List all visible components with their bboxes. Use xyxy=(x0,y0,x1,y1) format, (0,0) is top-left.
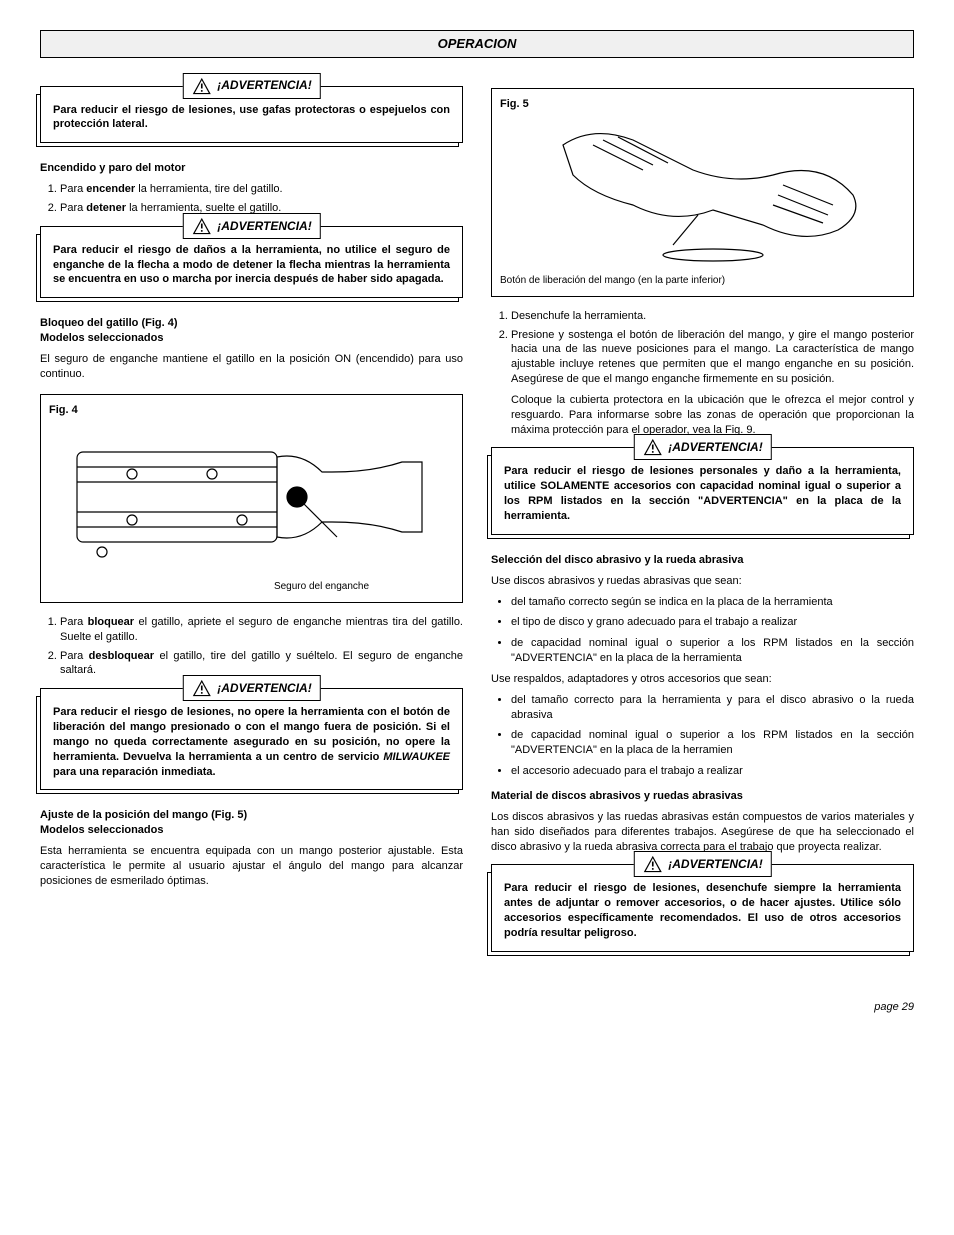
list2-item-1: del tamaño correcto para la herramienta … xyxy=(511,693,914,723)
two-column-layout: ¡ADVERTENCIA! Para reducir el riesgo de … xyxy=(40,76,914,970)
left-column: ¡ADVERTENCIA! Para reducir el riesgo de … xyxy=(40,76,463,970)
figure-5-label: Fig. 5 xyxy=(500,97,905,112)
heading-seleccion: Selección del disco abrasivo y la rueda … xyxy=(491,553,914,568)
warning-box-5: ¡ADVERTENCIA! Para reducir el riesgo de … xyxy=(491,864,914,951)
warning-box-4: ¡ADVERTENCIA! Para reducir el riesgo de … xyxy=(491,447,914,534)
warning-body-2: Para reducir el riesgo de daños a la her… xyxy=(53,243,450,288)
motor-step-1: Para encender la herramienta, tire del g… xyxy=(60,182,463,197)
paragraph-seleccion: Use discos abrasivos y ruedas abrasivas … xyxy=(491,574,914,589)
warning-box-2: ¡ADVERTENCIA! Para reducir el riesgo de … xyxy=(40,226,463,299)
lock-steps-list: Para bloquear el gatillo, apriete el seg… xyxy=(40,615,463,678)
figure-5-caption: Botón de liberación del mango (en la par… xyxy=(500,274,905,288)
warning-triangle-icon xyxy=(191,77,211,95)
motor-steps-list: Para encender la herramienta, tire del g… xyxy=(40,182,463,216)
lock-step-2: Para desbloquear el gatillo, tire del ga… xyxy=(60,649,463,679)
warning-body-5: Para reducir el riesgo de lesiones, dese… xyxy=(504,881,901,940)
lock-step-1: Para bloquear el gatillo, apriete el seg… xyxy=(60,615,463,645)
list2-item-2: de capacidad nominal igual o superior a … xyxy=(511,728,914,758)
heading-ajuste-2: Modelos seleccionados xyxy=(40,823,463,838)
list1-item-3: de capacidad nominal igual o superior a … xyxy=(511,636,914,666)
mango-step-1: Desenchufe la herramienta. xyxy=(511,309,914,324)
warning-box-3: ¡ADVERTENCIA! Para reducir el riesgo de … xyxy=(40,688,463,790)
warning-header-4: ¡ADVERTENCIA! xyxy=(668,439,762,455)
warning-header-3: ¡ADVERTENCIA! xyxy=(217,680,311,696)
seleccion-list-2: del tamaño correcto para la herramienta … xyxy=(491,693,914,779)
figure-4-illustration xyxy=(72,422,432,572)
paragraph-material: Los discos abrasivos y las ruedas abrasi… xyxy=(491,810,914,855)
heading-motor: Encendido y paro del motor xyxy=(40,161,463,176)
figure-4: Fig. 4 Seguro del e xyxy=(40,394,463,603)
paragraph-bloqueo: El seguro de enganche mantiene el gatill… xyxy=(40,352,463,382)
warning-body-4: Para reducir el riesgo de lesiones perso… xyxy=(504,464,901,523)
warning-header-5: ¡ADVERTENCIA! xyxy=(668,856,762,872)
warning-header-2: ¡ADVERTENCIA! xyxy=(217,218,311,234)
warning-body-3: Para reducir el riesgo de lesiones, no o… xyxy=(53,705,450,779)
heading-material: Material de discos abrasivos y ruedas ab… xyxy=(491,789,914,804)
warning-triangle-icon xyxy=(642,438,662,456)
mango-step-2: Presione y sostenga el botón de liberaci… xyxy=(511,328,914,387)
warning-body-1: Para reducir el riesgo de lesiones, use … xyxy=(53,103,450,133)
mango-after-paragraph: Coloque la cubierta protectora en la ubi… xyxy=(511,393,914,438)
figure-5-illustration xyxy=(533,115,873,265)
warning-triangle-icon xyxy=(191,679,211,697)
list2-item-3: el accesorio adecuado para el trabajo a … xyxy=(511,764,914,779)
heading-bloqueo-1: Bloqueo del gatillo (Fig. 4) xyxy=(40,316,463,331)
heading-ajuste-1: Ajuste de la posición del mango (Fig. 5) xyxy=(40,808,463,823)
warning-triangle-icon xyxy=(191,217,211,235)
seleccion-list-1: del tamaño correcto según se indica en l… xyxy=(491,595,914,666)
paragraph-ajuste: Esta herramienta se encuentra equipada c… xyxy=(40,844,463,889)
list1-item-2: el tipo de disco y grano adecuado para e… xyxy=(511,615,914,630)
heading-bloqueo-2: Modelos seleccionados xyxy=(40,331,463,346)
figure-4-caption: Seguro del enganche xyxy=(189,580,454,594)
figure-5: Fig. 5 Botón de liberación del mango (en… xyxy=(491,88,914,297)
warning-triangle-icon xyxy=(642,855,662,873)
section-title: OPERACION xyxy=(40,30,914,58)
page-footer: page 29 xyxy=(40,1000,914,1015)
paragraph-respaldos: Use respaldos, adaptadores y otros acces… xyxy=(491,672,914,687)
warning-box-1: ¡ADVERTENCIA! Para reducir el riesgo de … xyxy=(40,86,463,144)
list1-item-1: del tamaño correcto según se indica en l… xyxy=(511,595,914,610)
mango-steps-list: Desenchufe la herramienta. Presione y so… xyxy=(491,309,914,387)
warning-header-1: ¡ADVERTENCIA! xyxy=(217,77,311,93)
figure-4-label: Fig. 4 xyxy=(49,403,454,418)
right-column: Fig. 5 Botón de liberación del mango (en… xyxy=(491,76,914,970)
